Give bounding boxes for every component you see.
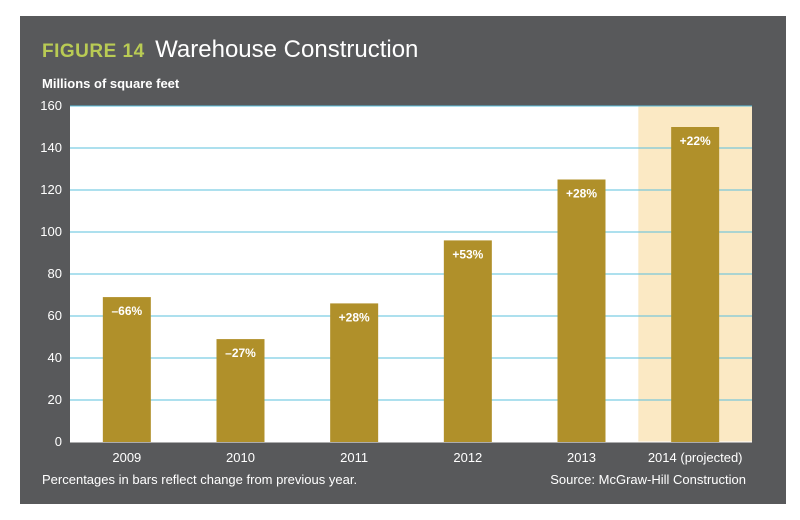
bar [671, 127, 720, 442]
figure-label: FIGURE 14 [42, 41, 145, 62]
bar-data-label: –66% [111, 304, 142, 318]
bar [216, 339, 265, 442]
figure-header: FIGURE 14 Warehouse Construction [42, 36, 418, 64]
y-tick-label: 120 [40, 182, 62, 197]
y-tick-label: 160 [40, 98, 62, 113]
x-tick-label: 2014 (projected) [648, 450, 743, 465]
bar-chart: 0 20 40 60 80 100 120 140 160 –66% 2009 –27% 2010 +28… [40, 98, 752, 465]
y-tick-label: 0 [55, 434, 62, 449]
x-tick-label: 2010 [226, 450, 255, 465]
bar-data-label: +28% [339, 310, 370, 324]
y-tick-label: 80 [48, 266, 62, 281]
x-tick-label: 2012 [453, 450, 482, 465]
x-tick-label: 2009 [112, 450, 141, 465]
y-tick-label: 40 [48, 350, 62, 365]
bar [443, 240, 492, 442]
bar-data-label: +53% [452, 247, 483, 261]
figure-title: Warehouse Construction [155, 36, 419, 63]
chart-source: Source: McGraw-Hill Construction [550, 472, 746, 487]
y-tick-label: 100 [40, 224, 62, 239]
bar-data-label: +28% [566, 187, 597, 201]
y-tick-label: 60 [48, 308, 62, 323]
y-axis-label: Millions of square feet [42, 76, 180, 91]
chart-footnote: Percentages in bars reflect change from … [42, 472, 358, 487]
bar [102, 297, 151, 442]
chart-panel: FIGURE 14 Warehouse Construction Million… [20, 16, 786, 504]
bar [330, 303, 379, 442]
y-tick-label: 20 [48, 392, 62, 407]
y-tick-label: 140 [40, 140, 62, 155]
bar [557, 179, 606, 442]
bar-data-label: –27% [225, 346, 256, 360]
x-tick-label: 2013 [567, 450, 596, 465]
bar-data-label: +22% [680, 134, 711, 148]
x-tick-label: 2011 [340, 450, 368, 465]
